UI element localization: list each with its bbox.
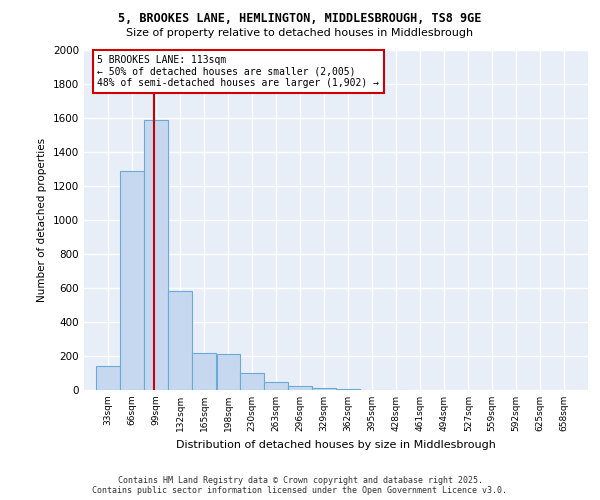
Bar	[169, 292, 192, 390]
Text: 5, BROOKES LANE, HEMLINGTON, MIDDLESBROUGH, TS8 9GE: 5, BROOKES LANE, HEMLINGTON, MIDDLESBROU…	[118, 12, 482, 26]
Text: 5 BROOKES LANE: 113sqm
← 50% of detached houses are smaller (2,005)
48% of semi-: 5 BROOKES LANE: 113sqm ← 50% of detached…	[97, 55, 379, 88]
Text: Size of property relative to detached houses in Middlesbrough: Size of property relative to detached ho…	[127, 28, 473, 38]
Bar	[145, 120, 168, 390]
Bar	[120, 170, 144, 390]
X-axis label: Distribution of detached houses by size in Middlesbrough: Distribution of detached houses by size …	[176, 440, 496, 450]
Bar	[193, 352, 216, 390]
Bar	[217, 354, 240, 390]
Bar	[264, 382, 287, 390]
Bar	[312, 388, 336, 390]
Bar	[240, 373, 263, 390]
Y-axis label: Number of detached properties: Number of detached properties	[37, 138, 47, 302]
Bar	[288, 386, 312, 390]
Bar	[336, 389, 360, 390]
Bar	[96, 366, 120, 390]
Text: Contains HM Land Registry data © Crown copyright and database right 2025.
Contai: Contains HM Land Registry data © Crown c…	[92, 476, 508, 495]
